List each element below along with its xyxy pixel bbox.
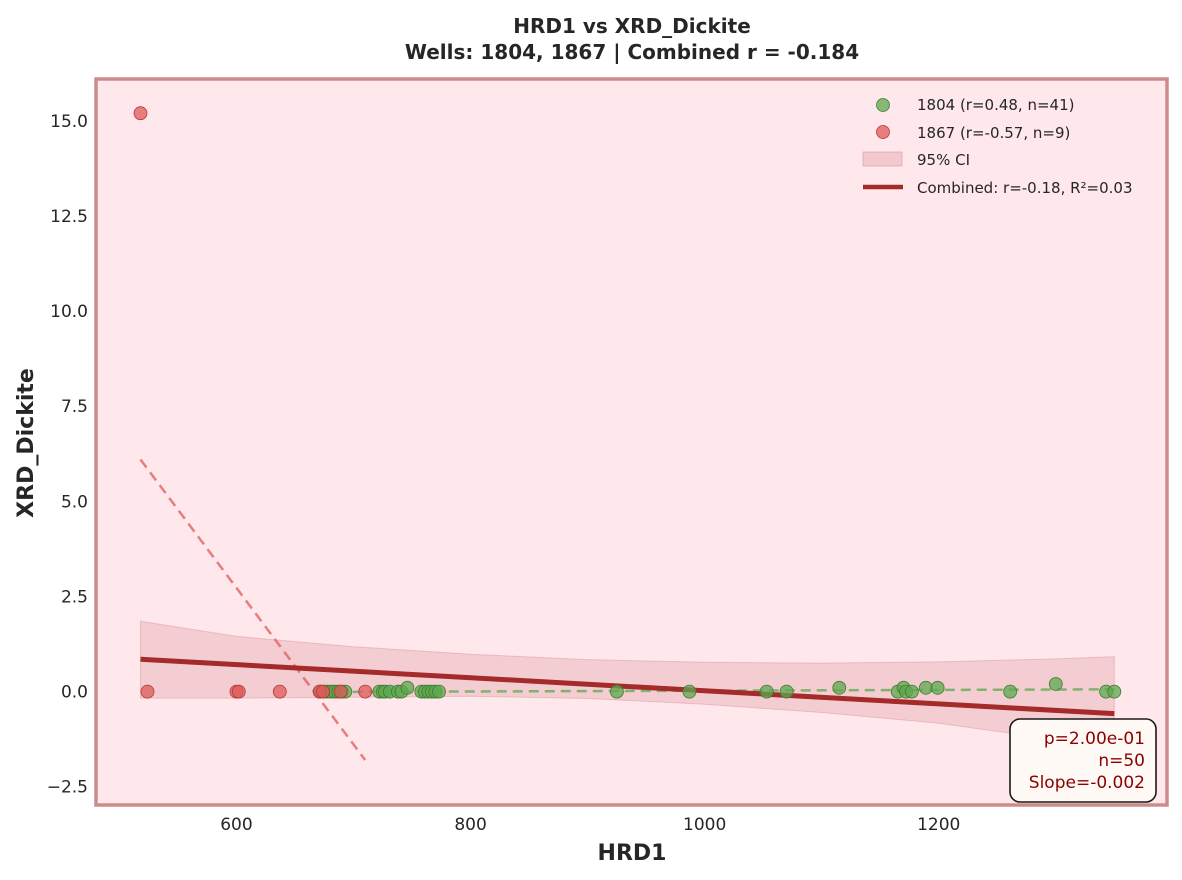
point-1867 bbox=[140, 684, 155, 699]
y-tick-label: 0.0 bbox=[61, 683, 88, 703]
point-1804 bbox=[904, 684, 919, 699]
legend-item-ci: 95% CI bbox=[862, 151, 970, 169]
chart-title: HRD1 vs XRD_Dickite bbox=[513, 14, 751, 38]
legend-marker-1867 bbox=[876, 125, 890, 139]
plot-background bbox=[96, 79, 1167, 805]
legend-label-1867: 1867 (r=-0.57, n=9) bbox=[917, 124, 1070, 142]
plot-area bbox=[94, 77, 1169, 807]
point-1804 bbox=[432, 684, 446, 699]
x-tick-label: 800 bbox=[454, 815, 486, 835]
point-1804 bbox=[1048, 677, 1063, 691]
x-axis-label: HRD1 bbox=[598, 841, 667, 866]
point-1804 bbox=[1107, 684, 1122, 699]
y-tick-label: 12.5 bbox=[50, 207, 88, 227]
point-1804 bbox=[919, 680, 933, 695]
point-1804 bbox=[610, 684, 624, 699]
point-1867 bbox=[316, 684, 331, 699]
point-1804 bbox=[759, 684, 774, 699]
chart-subtitle: Wells: 1804, 1867 | Combined r = -0.184 bbox=[405, 40, 859, 64]
y-tick-label: −2.5 bbox=[47, 778, 88, 798]
point-1804 bbox=[930, 680, 945, 695]
stats-p-value: p=2.00e-01 bbox=[1044, 729, 1145, 749]
x-axis: 600 800 1000 1200 bbox=[220, 815, 960, 835]
y-axis: −2.5 0.0 2.5 5.0 7.5 10.0 12.5 15.0 bbox=[47, 112, 88, 798]
legend-item-1867: 1867 (r=-0.57, n=9) bbox=[876, 124, 1070, 142]
points-layer bbox=[133, 106, 1122, 699]
legend-item-combined: Combined: r=-0.18, R²=0.03 bbox=[863, 179, 1133, 197]
stats-box-frame bbox=[1009, 718, 1157, 803]
legend-ci-swatch bbox=[862, 151, 903, 167]
legend-label-combined: Combined: r=-0.18, R²=0.03 bbox=[917, 179, 1133, 197]
stats-n: n=50 bbox=[1098, 751, 1145, 771]
point-1867 bbox=[133, 106, 148, 121]
legend-item-1804: 1804 (r=0.48, n=41) bbox=[876, 96, 1074, 114]
fit-line-1867 bbox=[139, 458, 367, 761]
legend-label-ci: 95% CI bbox=[917, 151, 970, 169]
y-tick-label: 5.0 bbox=[61, 492, 88, 512]
point-1867 bbox=[272, 684, 287, 699]
stats-box: p=2.00e-01 n=50 Slope=-0.002 bbox=[1009, 718, 1157, 803]
point-1804 bbox=[400, 680, 415, 695]
y-tick-label: 15.0 bbox=[50, 112, 88, 132]
point-1804 bbox=[832, 680, 847, 695]
y-tick-label: 10.0 bbox=[50, 302, 88, 322]
legend-label-1804: 1804 (r=0.48, n=41) bbox=[917, 96, 1074, 114]
fit-lines-layer bbox=[139, 458, 1115, 761]
y-axis-label: XRD_Dickite bbox=[14, 368, 39, 518]
point-1804 bbox=[779, 684, 794, 699]
legend-marker-1804 bbox=[876, 98, 890, 112]
point-1804 bbox=[1003, 684, 1018, 699]
point-1804 bbox=[682, 684, 697, 699]
point-1867 bbox=[231, 684, 246, 699]
fit-line-1804 bbox=[320, 688, 1115, 694]
x-tick-label: 600 bbox=[220, 815, 252, 835]
stats-slope: Slope=-0.002 bbox=[1029, 773, 1145, 793]
y-tick-label: 2.5 bbox=[61, 587, 88, 607]
combined-fit-line bbox=[140, 656, 1115, 717]
point-1867 bbox=[358, 684, 373, 699]
x-tick-label: 1000 bbox=[683, 815, 726, 835]
legend: 1804 (r=0.48, n=41) 1867 (r=-0.57, n=9) … bbox=[862, 96, 1133, 197]
point-1867 bbox=[333, 684, 348, 699]
plot-frame bbox=[94, 77, 1169, 807]
x-tick-label: 1200 bbox=[917, 815, 960, 835]
y-tick-label: 7.5 bbox=[61, 397, 88, 417]
